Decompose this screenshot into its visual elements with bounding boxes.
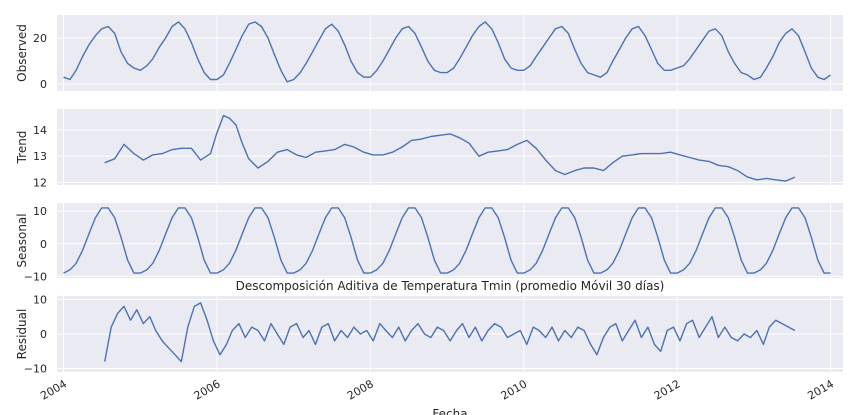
series-line-seasonal [63,207,831,274]
y-axis-label: Observed [15,24,29,82]
panel-background [57,15,843,91]
y-tick-label: 13 [33,150,47,163]
panel-background [57,109,843,185]
observed-panel: 0 20 Observed [15,15,843,91]
trend-panel: 12 13 14 Trend [15,109,843,189]
y-tick-label: 14 [33,124,47,137]
y-tick-label: 20 [33,32,47,45]
y-tick-label: −10 [24,363,47,376]
series-line-observed [63,21,832,83]
y-axis-label: Residual [15,309,29,360]
y-axis-label: Seasonal [15,213,29,267]
y-tick-label: 0 [40,328,47,341]
panel-background [57,203,843,278]
y-tick-label: 10 [33,293,47,306]
series-line-trend [104,114,796,182]
series-line-residual [104,302,796,363]
x-tick-label: 2014 [805,377,836,402]
y-tick-label: 12 [33,176,47,189]
seasonal-panel: 10 0 −10 Seasonal [15,203,843,283]
y-tick-label: −10 [24,270,47,283]
x-axis-ticks: 2004 2006 2008 2010 2012 2014 [38,377,836,402]
x-tick-label: 2012 [652,377,683,402]
y-tick-label: 0 [40,238,47,251]
y-tick-label: 10 [33,205,47,218]
chart-title: Descomposición Aditiva de Temperatura Tm… [236,279,665,293]
residual-panel: 10 0 −10 Residual [15,293,843,376]
y-axis-label: Trend [15,131,29,165]
x-tick-label: 2008 [345,377,376,402]
x-axis-label: Fecha [432,407,467,415]
y-tick-label: 0 [40,78,47,91]
x-tick-label: 2004 [38,377,69,402]
x-tick-label: 2006 [192,377,223,402]
x-tick-label: 2010 [499,377,530,402]
